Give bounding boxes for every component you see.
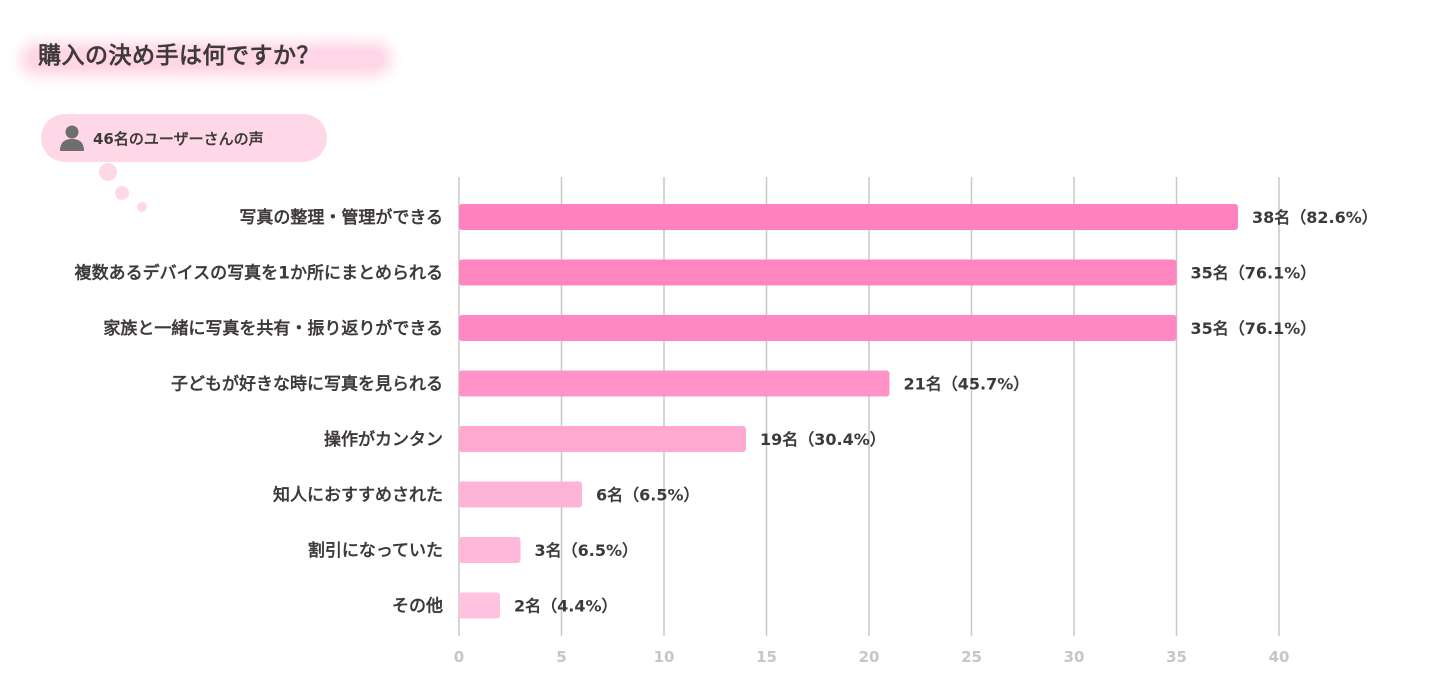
page-title: 購入の決め手は何ですか？ bbox=[38, 43, 320, 69]
bar-3 bbox=[459, 315, 1177, 341]
user-icon bbox=[60, 125, 84, 151]
x-tick-label-10: 10 bbox=[654, 648, 675, 666]
value-label-5: 19名（30.4%） bbox=[760, 430, 886, 449]
x-tick-label-0: 0 bbox=[454, 648, 464, 666]
category-label-8: その他 bbox=[392, 596, 443, 617]
bar-8 bbox=[459, 592, 500, 619]
x-tick-label-35: 35 bbox=[1166, 648, 1187, 666]
value-label-1: 38名（82.6%） bbox=[1252, 208, 1378, 227]
bar-5 bbox=[459, 426, 746, 452]
bar-7 bbox=[459, 537, 521, 563]
x-tick-label-30: 30 bbox=[1064, 648, 1085, 666]
value-label-2: 35名（76.1%） bbox=[1191, 264, 1317, 283]
category-label-4: 子どもが好きな時に写真を見られる bbox=[171, 374, 443, 395]
title-area: 購入の決め手は何ですか？ bbox=[22, 30, 390, 76]
x-tick-label-5: 5 bbox=[556, 648, 566, 666]
category-label-7: 割引になっていた bbox=[308, 540, 443, 561]
bar-1 bbox=[459, 204, 1238, 230]
bar-2 bbox=[459, 259, 1177, 286]
value-label-7: 3名（6.5%） bbox=[535, 541, 639, 560]
respondents-bubble: 46名のユーザーさんの声 bbox=[41, 114, 327, 162]
value-label-4: 21名（45.7%） bbox=[904, 375, 1030, 394]
category-label-1: 写真の整理・管理ができる bbox=[239, 207, 443, 228]
bar-4 bbox=[459, 370, 890, 397]
title-highlight bbox=[28, 50, 384, 68]
value-label-8: 2名（4.4%） bbox=[514, 597, 618, 616]
respondents-label: 46名のユーザーさんの声 bbox=[93, 130, 264, 148]
bar-6 bbox=[459, 481, 582, 508]
value-label-6: 6名（6.5%） bbox=[596, 486, 700, 505]
category-label-6: 知人におすすめされた bbox=[272, 485, 443, 506]
x-tick-label-15: 15 bbox=[756, 648, 777, 666]
x-tick-label-20: 20 bbox=[859, 648, 880, 666]
bubble-dot-small bbox=[137, 202, 147, 212]
bubble-dot-medium bbox=[115, 186, 129, 200]
x-tick-label-40: 40 bbox=[1269, 648, 1290, 666]
x-tick-label-25: 25 bbox=[961, 648, 982, 666]
bubble-dot-large bbox=[99, 163, 117, 181]
category-label-3: 家族と一緒に写真を共有・振り返りができる bbox=[103, 318, 443, 339]
category-label-2: 複数あるデバイスの写真を1か所にまとめられる bbox=[74, 263, 443, 284]
value-label-3: 35名（76.1%） bbox=[1191, 319, 1317, 338]
category-label-5: 操作がカンタン bbox=[324, 429, 443, 450]
